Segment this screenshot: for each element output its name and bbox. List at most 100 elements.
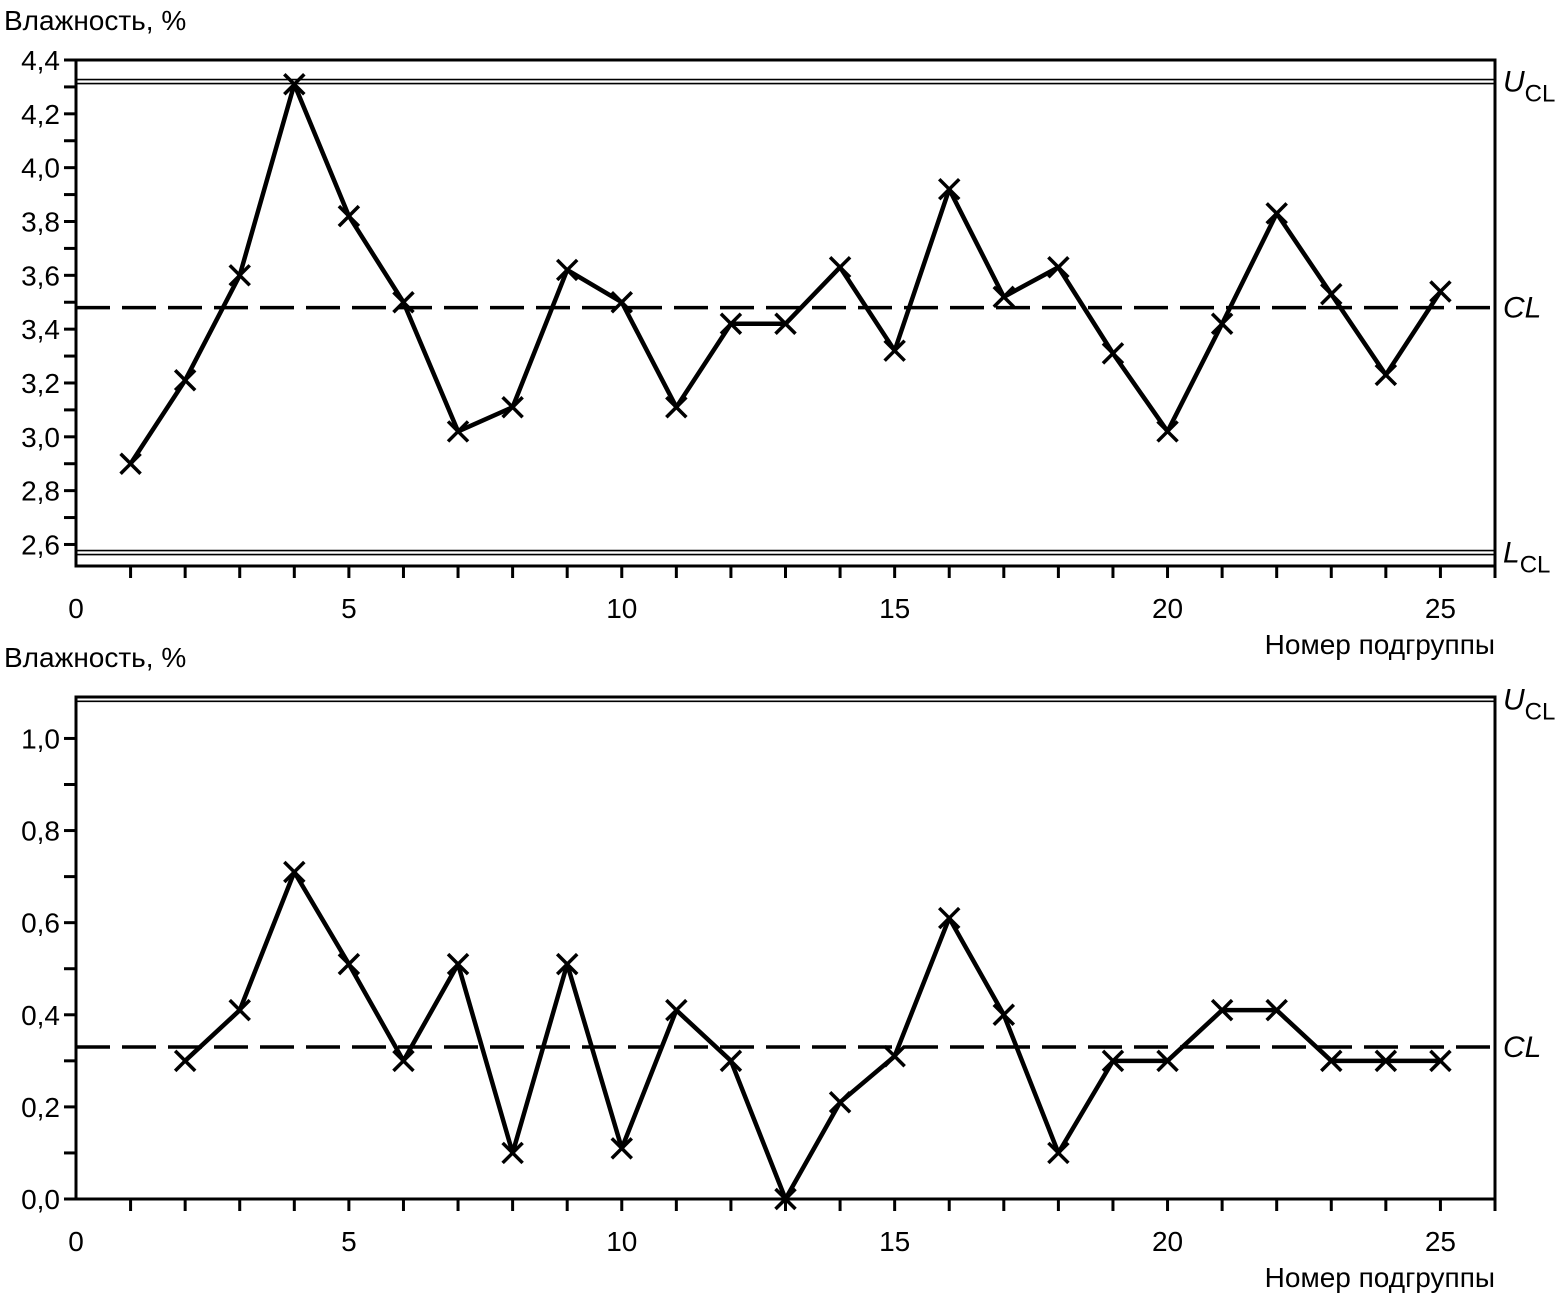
y-axis-label: Влажность, %: [4, 5, 186, 36]
data-point-marker: [1429, 280, 1452, 303]
data-point-marker: [283, 72, 306, 96]
marker-stroke: [1265, 202, 1288, 225]
y-tick-label: 3,8: [21, 206, 60, 237]
data-point-marker: [665, 395, 688, 419]
marker-stroke: [719, 1049, 743, 1073]
data-point-marker: [228, 998, 251, 1022]
marker-stroke: [1156, 1049, 1179, 1073]
marker-stroke: [992, 285, 1016, 309]
data-point-marker: [774, 1187, 797, 1211]
control-line-label: UCL: [1503, 683, 1555, 725]
marker-stroke: [828, 256, 852, 279]
marker-stroke: [774, 1187, 797, 1211]
marker-stroke: [119, 452, 142, 475]
x-tick-label: 10: [606, 1226, 637, 1257]
marker-stroke: [392, 290, 415, 314]
plot-frame: [74, 58, 1497, 568]
marker-stroke: [337, 204, 361, 228]
data-point-marker: [1156, 420, 1179, 443]
data-point-marker: [1210, 998, 1234, 1022]
marker-stroke: [446, 420, 470, 443]
plot-frame: [74, 695, 1497, 1201]
x-bar-chart: Влажность, % Номер подгруппы 0 5 10 15 20 25 2,6…: [4, 5, 1555, 660]
marker-stroke: [555, 258, 579, 282]
marker-stroke: [1047, 1141, 1070, 1165]
y-tick-label: 0,8: [21, 816, 60, 847]
data-point-marker: [828, 1091, 852, 1114]
data-point-marker: [337, 204, 361, 228]
control-line-name: L: [1503, 537, 1520, 570]
marker-stroke: [719, 312, 743, 336]
marker-stroke: [937, 177, 961, 201]
data-point-marker: [173, 369, 197, 392]
control-line-name: CL: [1503, 292, 1541, 325]
marker-stroke: [173, 1049, 197, 1073]
data-point-marker: [1047, 256, 1070, 279]
x-tick-label: 0: [68, 1226, 84, 1257]
x-tick-label: 0: [68, 593, 84, 624]
data-point-marker: [1320, 1049, 1343, 1073]
marker-stroke: [1320, 282, 1343, 306]
marker-stroke: [828, 1091, 852, 1114]
marker-stroke: [1374, 363, 1398, 387]
marker-stroke: [228, 998, 251, 1022]
data-point-marker: [1265, 202, 1288, 225]
control-line-subscript: CL: [1520, 552, 1551, 579]
x-tick-label: 20: [1152, 1226, 1183, 1257]
marker-stroke: [1156, 420, 1179, 443]
y-tick-label: 0,0: [21, 1184, 60, 1215]
data-point-marker: [555, 258, 579, 282]
marker-stroke: [1429, 280, 1452, 303]
y-tick-label: 3,6: [21, 260, 60, 291]
y-tick-label: 3,2: [21, 368, 60, 399]
marker-stroke: [446, 952, 470, 976]
marker-stroke: [1265, 998, 1288, 1022]
marker-stroke: [173, 369, 197, 392]
marker-stroke: [1210, 312, 1234, 336]
x-tick-label: 10: [606, 593, 637, 624]
x-axis-label: Номер подгруппы: [1265, 1262, 1495, 1293]
data-point-marker: [337, 952, 361, 976]
control-line-label: LCL: [1503, 537, 1550, 579]
data-point-marker: [937, 906, 961, 930]
data-point-marker: [1210, 312, 1234, 336]
control-line-label: UCL: [1503, 66, 1555, 108]
data-point-marker: [1320, 282, 1343, 306]
data-point-marker: [1429, 1049, 1452, 1073]
control-line-subscript: CL: [1525, 698, 1556, 725]
marker-stroke: [283, 72, 306, 96]
data-point-marker: [610, 290, 634, 314]
range-chart: Влажность, % Номер подгруппы 0 5 10 15 20 25 0,0…: [4, 642, 1555, 1293]
marker-stroke: [555, 952, 579, 976]
data-point-marker: [774, 312, 797, 336]
data-point-marker: [1374, 363, 1398, 387]
y-tick-label: 1,0: [21, 723, 60, 754]
marker-stroke: [1101, 1049, 1125, 1073]
data-series-line: [183, 869, 1441, 1202]
data-point-marker: [992, 285, 1016, 309]
data-point-marker: [719, 312, 743, 336]
data-point-marker: [173, 1049, 197, 1073]
marker-stroke: [501, 395, 524, 419]
data-point-marker: [501, 1141, 524, 1165]
x-tick-label: 15: [879, 593, 910, 624]
y-tick-label: 0,6: [21, 908, 60, 939]
y-tick-label: 2,6: [21, 529, 60, 560]
data-point-marker: [1156, 1049, 1179, 1073]
marker-stroke: [610, 1137, 634, 1160]
x-tick-label: 25: [1425, 1226, 1456, 1257]
data-point-marker: [446, 952, 470, 976]
control-line-name: U: [1503, 66, 1525, 99]
marker-stroke: [1047, 256, 1070, 279]
marker-stroke: [337, 952, 361, 976]
data-point-marker: [1101, 1049, 1125, 1073]
y-tick-label: 2,8: [21, 476, 60, 507]
data-point-marker: [119, 452, 142, 475]
x-tick-label: 5: [341, 1226, 357, 1257]
marker-stroke: [228, 264, 251, 287]
y-axis-label: Влажность, %: [4, 642, 186, 673]
y-tick-label: 3,4: [21, 314, 60, 345]
y-tick-label: 4,2: [21, 99, 60, 130]
data-point-marker: [1265, 998, 1288, 1022]
